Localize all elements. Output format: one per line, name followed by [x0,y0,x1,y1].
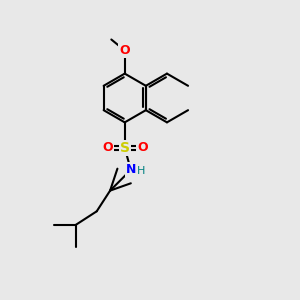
Text: N: N [126,164,136,176]
Text: O: O [137,141,148,154]
Text: O: O [102,141,112,154]
Text: S: S [120,141,130,155]
Text: H: H [137,167,146,176]
Text: O: O [119,44,130,57]
